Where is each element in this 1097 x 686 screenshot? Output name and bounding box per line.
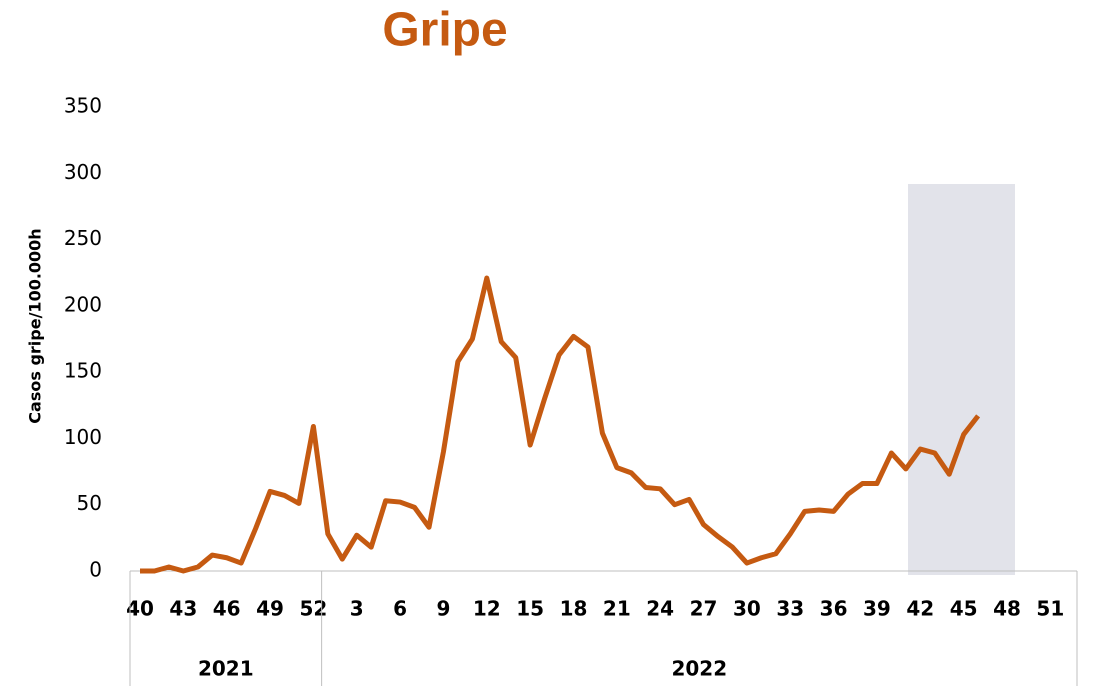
x-tick-label: 24 <box>646 597 674 621</box>
y-tick-label: 150 <box>64 359 102 383</box>
y-tick-label: 0 <box>89 558 102 582</box>
x-tick-label: 48 <box>993 597 1021 621</box>
x-tick-label: 45 <box>950 597 978 621</box>
x-tick-label: 36 <box>820 597 848 621</box>
x-tick-label: 18 <box>560 597 588 621</box>
x-tick-label: 21 <box>603 597 631 621</box>
x-tick-label: 15 <box>516 597 544 621</box>
x-tick-label: 6 <box>393 597 407 621</box>
x-tick-label: 42 <box>906 597 934 621</box>
x-tick-label: 33 <box>776 597 804 621</box>
x-tick-label: 52 <box>299 597 327 621</box>
x-tick-label: 39 <box>863 597 891 621</box>
x-tick-label: 27 <box>690 597 718 621</box>
x-tick-label: 3 <box>350 597 364 621</box>
x-tick-label: 12 <box>473 597 501 621</box>
group-label: 2021 <box>198 657 254 681</box>
y-axis-label: Casos gripe/100.000h <box>26 228 45 423</box>
x-tick-label: 9 <box>436 597 450 621</box>
x-tick-label: 46 <box>213 597 241 621</box>
x-tick-label: 43 <box>169 597 197 621</box>
group-label: 2022 <box>671 657 727 681</box>
data-line <box>140 275 981 574</box>
highlight-band <box>908 184 1015 575</box>
y-tick-label: 300 <box>64 160 102 184</box>
y-tick-label: 100 <box>64 425 102 449</box>
y-tick-label: 250 <box>64 226 102 250</box>
y-tick-label: 50 <box>77 491 102 515</box>
x-tick-label: 40 <box>126 597 154 621</box>
y-tick-label: 200 <box>64 292 102 316</box>
chart-title: Gripe <box>382 4 507 57</box>
x-tick-label: 51 <box>1036 597 1064 621</box>
y-tick-label: 350 <box>64 94 102 118</box>
x-tick-label: 30 <box>733 597 761 621</box>
x-tick-label: 49 <box>256 597 284 621</box>
